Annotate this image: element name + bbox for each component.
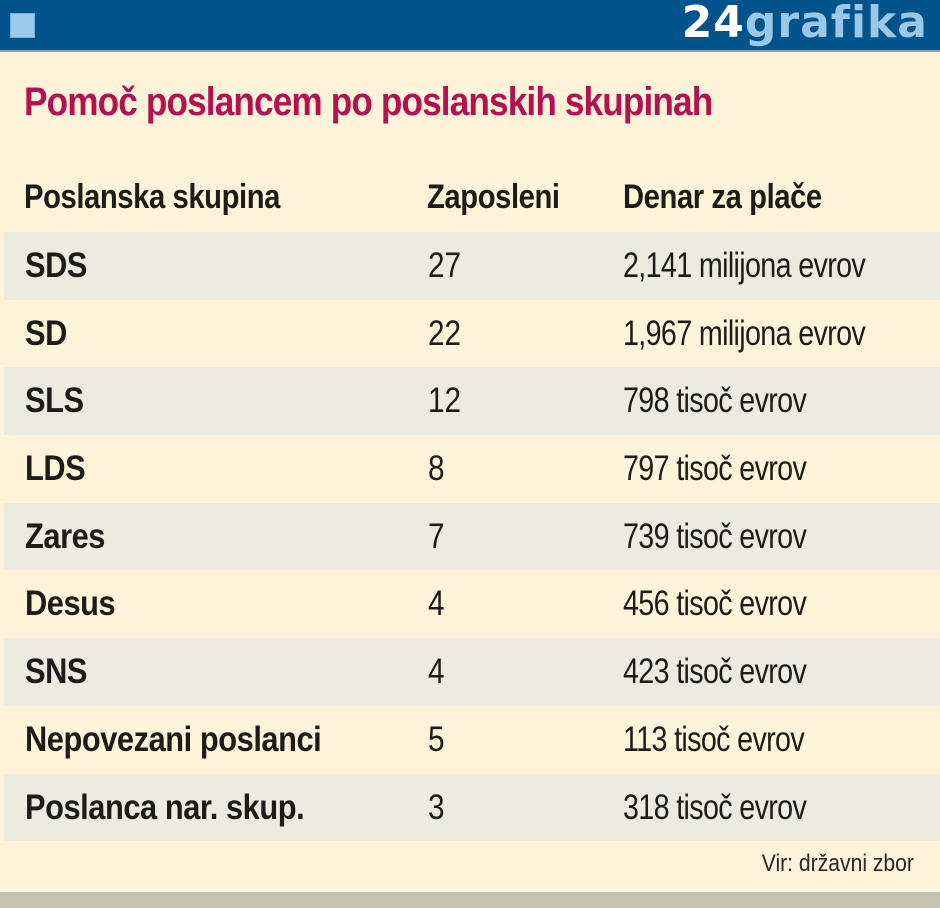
logo: 24grafika: [682, 0, 928, 48]
staff-cell: 27: [428, 246, 462, 285]
money-cell: 739 tisoč evrov: [623, 516, 807, 556]
staff-cell: 8: [428, 449, 445, 489]
money-cell: 797 tisoč evrov: [623, 449, 807, 489]
table-row: Desus 4 456 tisoč evrov: [4, 570, 940, 638]
staff-cell: 7: [428, 516, 445, 556]
group-cell: Desus: [25, 584, 116, 624]
group-cell: Zares: [25, 516, 105, 556]
money-cell: 2,141 milijona evrov: [623, 246, 866, 285]
table-row: SD 22 1,967 milijona evrov: [4, 300, 940, 368]
column-header-staff: Zaposleni: [427, 178, 560, 216]
staff-cell: 3: [428, 787, 445, 827]
group-cell: SNS: [25, 652, 88, 692]
logo-number: 24: [681, 0, 745, 48]
column-header-money: Denar za plače: [623, 178, 822, 216]
column-header-group: Poslanska skupina: [24, 178, 280, 216]
staff-cell: 12: [428, 381, 462, 421]
money-cell: 456 tisoč evrov: [623, 584, 807, 624]
data-table: SDS 27 2,141 milijona evrov SD 22 1,967 …: [4, 232, 940, 842]
group-cell: Poslanca nar. skup.: [25, 787, 305, 827]
staff-cell: 4: [428, 652, 445, 692]
money-cell: 318 tisoč evrov: [623, 787, 807, 827]
square-icon: [10, 13, 35, 38]
table-row: LDS 8 797 tisoč evrov: [4, 435, 940, 503]
staff-cell: 5: [428, 719, 445, 759]
group-cell: Nepovezani poslanci: [25, 719, 322, 759]
table-row: SDS 27 2,141 milijona evrov: [4, 232, 940, 300]
table-row: SNS 4 423 tisoč evrov: [4, 638, 940, 706]
logo-word: grafika: [744, 0, 928, 48]
source-note: Vir: državni zbor: [761, 850, 914, 877]
staff-cell: 4: [428, 584, 445, 624]
money-cell: 423 tisoč evrov: [623, 652, 807, 692]
money-cell: 798 tisoč evrov: [623, 381, 807, 421]
staff-cell: 22: [428, 313, 462, 353]
table-row: Nepovezani poslanci 5 113 tisoč evrov: [4, 706, 940, 774]
table-row: Zares 7 739 tisoč evrov: [4, 502, 940, 571]
chart-title: Pomoč poslancem po poslanskih skupinah: [24, 80, 713, 124]
group-cell: LDS: [25, 449, 86, 489]
money-cell: 113 tisoč evrov: [623, 719, 805, 759]
table-row: Poslanca nar. skup. 3 318 tisoč evrov: [4, 773, 940, 842]
header-bar: 24grafika: [0, 0, 940, 52]
money-cell: 1,967 milijona evrov: [623, 313, 866, 353]
table-row: SLS 12 798 tisoč evrov: [4, 367, 940, 436]
footer-bar: [0, 892, 940, 908]
group-cell: SD: [25, 313, 67, 353]
group-cell: SLS: [25, 381, 84, 421]
group-cell: SDS: [25, 246, 88, 285]
